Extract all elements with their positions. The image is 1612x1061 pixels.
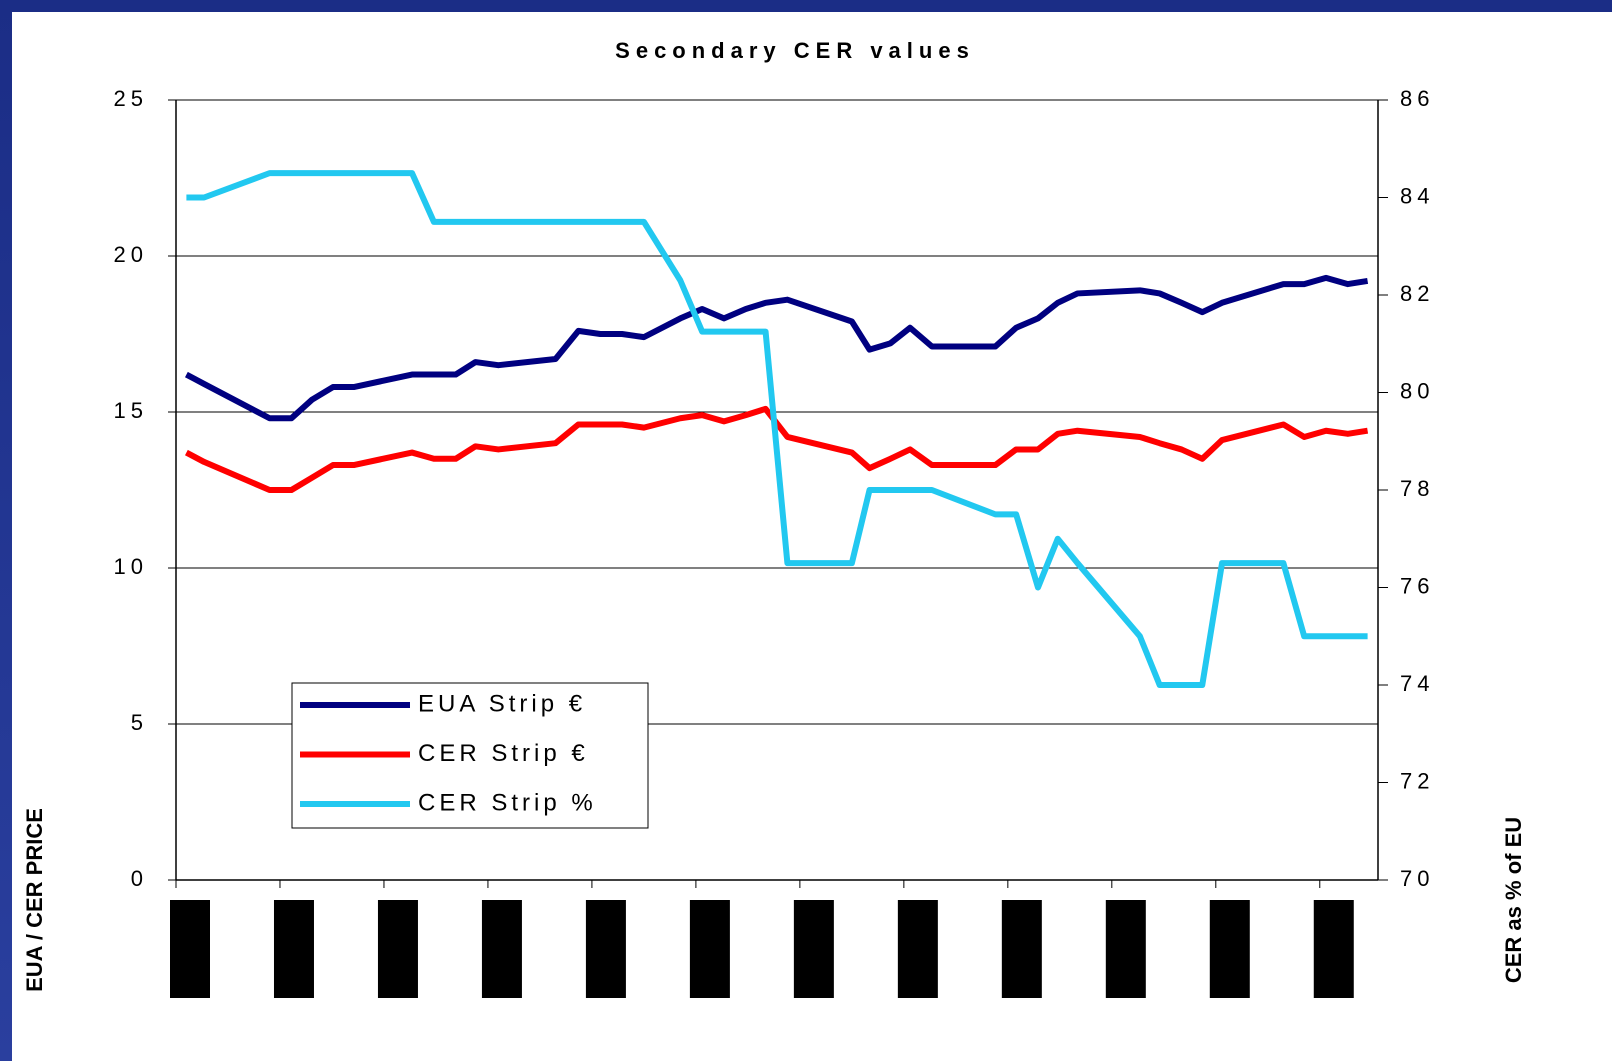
y2-tick-label: 80: [1400, 378, 1434, 403]
y2-tick-label: 84: [1400, 183, 1434, 208]
chart-title: Secondary CER values: [615, 38, 975, 63]
y-tick-label: 5: [131, 710, 148, 735]
y-tick-label: 25: [114, 86, 148, 111]
y-axis-label: EUA / CER PRICE: [22, 808, 47, 992]
redacted-label: [273, 900, 314, 998]
y2-tick-label: 86: [1400, 86, 1434, 111]
y2-tick-label: 74: [1400, 671, 1434, 696]
y-tick-label: 10: [114, 554, 148, 579]
redacted-label: [585, 900, 626, 998]
y-tick-label: 0: [131, 866, 148, 891]
y2-tick-label: 70: [1400, 866, 1434, 891]
redacted-label: [377, 900, 418, 998]
legend-label: EUA Strip €: [418, 690, 586, 717]
y-tick-label: 20: [114, 242, 148, 267]
legend-label: CER Strip %: [418, 789, 597, 816]
redacted-label: [1001, 900, 1042, 998]
redacted-label: [897, 900, 938, 998]
y-tick-label: 15: [114, 398, 148, 423]
series-line: [184, 274, 1369, 422]
series-line: [184, 405, 1369, 493]
redacted-label: [1105, 900, 1146, 998]
y2-tick-label: 76: [1400, 573, 1434, 598]
redacted-label: [1313, 900, 1354, 998]
redacted-label: [170, 900, 210, 998]
y2-tick-label: 78: [1400, 476, 1434, 501]
legend-label: CER Strip €: [418, 740, 589, 767]
series-line: [186, 170, 1368, 688]
redacted-label: [793, 900, 834, 998]
y2-tick-label: 72: [1400, 768, 1434, 793]
panel: [12, 12, 1612, 1061]
y2-tick-label: 82: [1400, 281, 1434, 306]
redacted-label: [481, 900, 522, 998]
redacted-label: [1209, 900, 1250, 998]
redacted-label: [689, 900, 730, 998]
y2-axis-label: CER as % of EU: [1501, 817, 1526, 983]
